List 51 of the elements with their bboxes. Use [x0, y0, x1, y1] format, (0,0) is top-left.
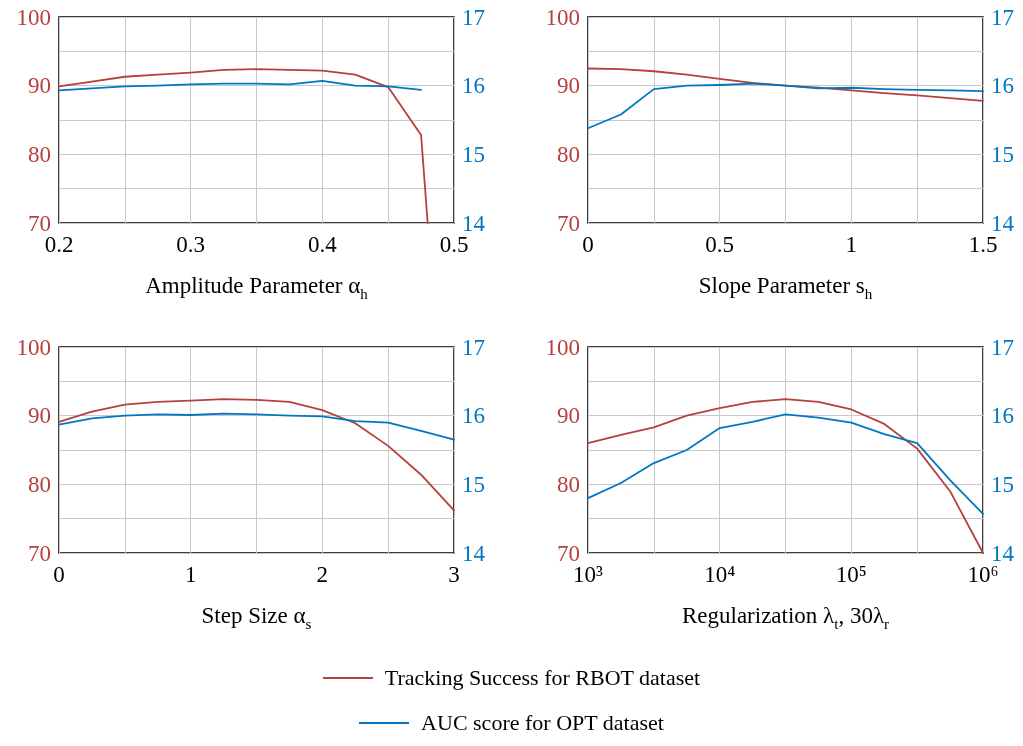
y-tick-label: 100 — [545, 334, 580, 360]
y-tick-label: 90 — [28, 73, 51, 99]
legend-label: Tracking Success for RBOT dataset — [384, 664, 701, 691]
y2-tick-label: 17 — [462, 4, 485, 30]
x-tick-label: 0.3 — [176, 232, 206, 257]
x-tick-label: 1 — [184, 562, 197, 587]
y-tick-label: 100 — [545, 4, 580, 30]
x-tick-label: 10⁵ — [835, 562, 867, 587]
x-tick-label: 0.5 — [705, 232, 735, 257]
x-axis-title: Regularization λ$_{t}$, 30λ$_{r}$ — [680, 603, 891, 633]
y-tick-label: 70 — [28, 540, 51, 566]
line-series — [58, 412, 455, 441]
y2-tick-label: 17 — [991, 4, 1014, 30]
y2-tick-label: 17 — [462, 334, 485, 360]
x-tick-label: 3 — [448, 562, 460, 587]
y-tick-label: 80 — [28, 471, 51, 497]
line-series — [58, 68, 429, 224]
x-axis-title: Step Size α$_{s}$ — [200, 603, 313, 633]
y-tick-label: 100 — [16, 4, 51, 30]
line-series — [587, 413, 984, 515]
y-tick-label: 100 — [16, 334, 51, 360]
x-tick-label: 0 — [53, 562, 65, 587]
y2-tick-label: 14 — [462, 540, 486, 566]
y2-tick-label: 15 — [991, 471, 1014, 497]
y-tick-label: 90 — [28, 403, 51, 429]
x-axis-title: Amplitude Parameter α$_{h}$ — [144, 273, 369, 303]
line-series — [58, 79, 422, 92]
line-series — [58, 398, 455, 512]
y2-tick-label: 17 — [991, 334, 1014, 360]
y2-tick-label: 15 — [462, 471, 485, 497]
x-tick-label: 2 — [316, 562, 329, 587]
y-tick-label: 80 — [28, 141, 51, 167]
x-tick-label: 0.4 — [307, 232, 338, 257]
y2-tick-label: 15 — [991, 141, 1014, 167]
y-tick-label: 80 — [557, 471, 580, 497]
y-tick-label: 90 — [557, 403, 580, 429]
y-tick-label: 80 — [557, 141, 580, 167]
y-tick-label: 90 — [557, 73, 580, 99]
line-series — [587, 67, 984, 102]
y2-tick-label: 16 — [991, 73, 1014, 99]
y-tick-label: 70 — [557, 210, 580, 236]
x-axis-title: Slope Parameter s$_{h}$ — [697, 273, 874, 303]
x-tick-label: 0 — [582, 232, 594, 257]
x-tick-label: 10⁴ — [704, 562, 736, 587]
legend-label: AUC score for OPT dataset — [421, 709, 664, 736]
y2-tick-label: 15 — [462, 141, 485, 167]
y2-tick-label: 16 — [462, 403, 485, 429]
x-tick-label: 1 — [845, 232, 858, 257]
y2-tick-label: 16 — [462, 73, 485, 99]
y2-tick-label: 16 — [991, 403, 1014, 429]
line-series — [587, 82, 984, 130]
